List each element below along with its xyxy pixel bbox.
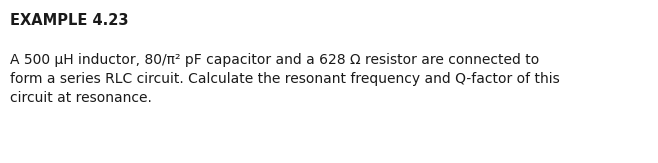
Text: A 500 μH inductor, 80/π² pF capacitor and a 628 Ω resistor are connected to: A 500 μH inductor, 80/π² pF capacitor an… xyxy=(10,53,540,67)
Text: EXAMPLE 4.23: EXAMPLE 4.23 xyxy=(10,13,128,28)
Text: form a series RLC circuit. Calculate the resonant frequency and Q-factor of this: form a series RLC circuit. Calculate the… xyxy=(10,72,560,86)
Text: circuit at resonance.: circuit at resonance. xyxy=(10,91,152,105)
